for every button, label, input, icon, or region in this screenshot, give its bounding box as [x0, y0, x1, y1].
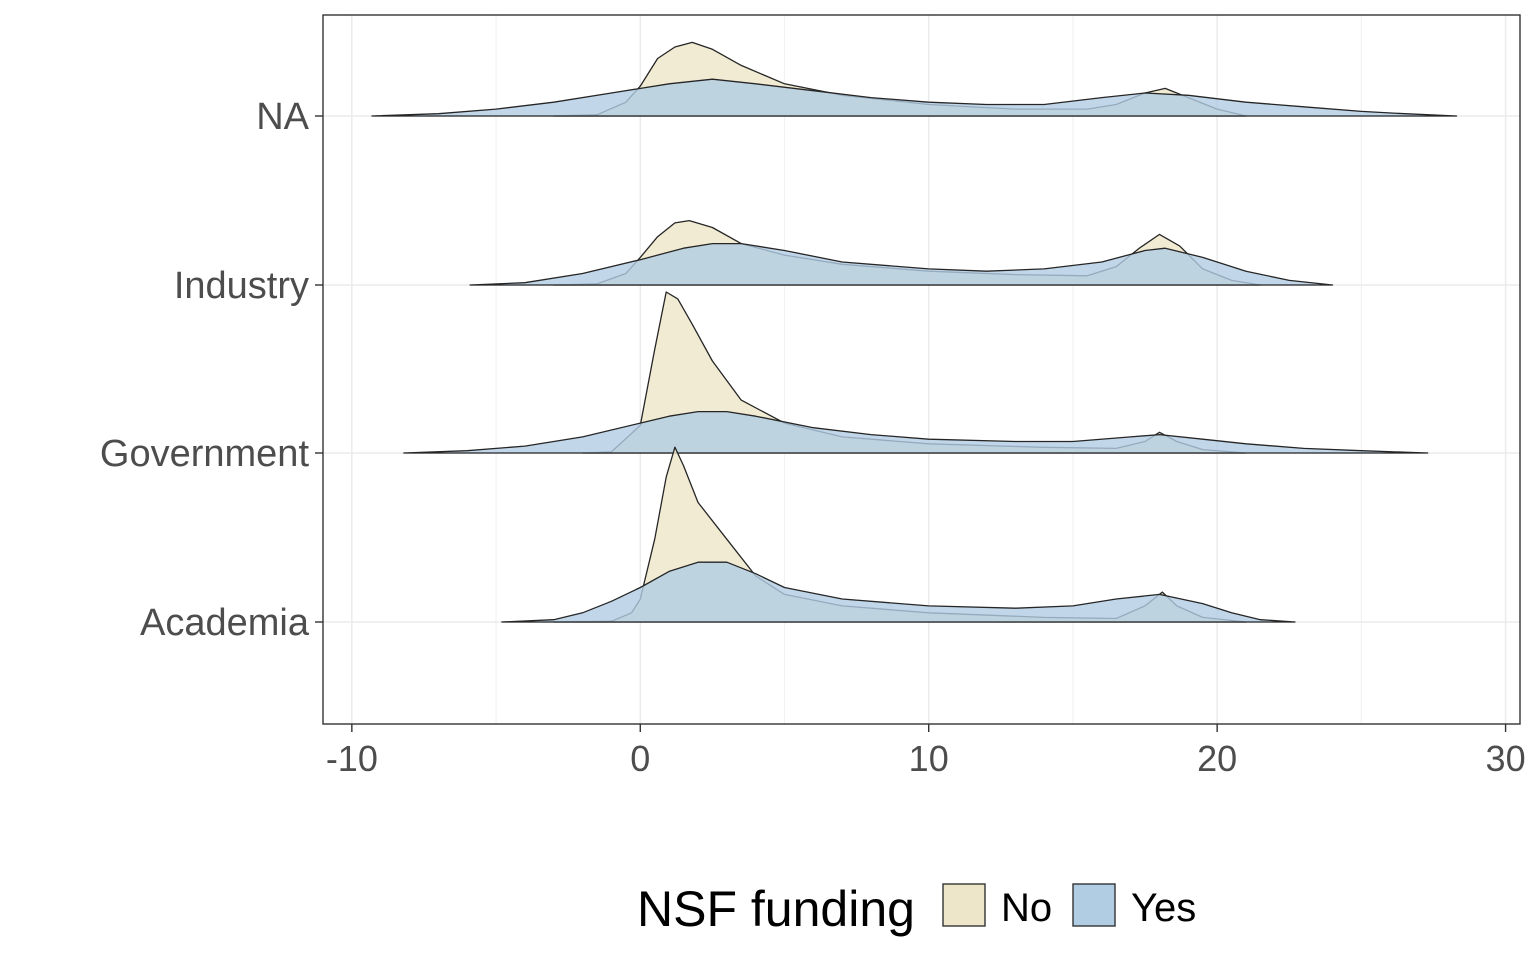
y-tick-label: NA: [256, 96, 309, 138]
legend-label-yes: Yes: [1131, 886, 1196, 930]
legend-label-no: No: [1001, 886, 1052, 930]
legend: NSF funding No Yes: [637, 881, 1196, 937]
x-tick-label: 0: [630, 738, 650, 779]
x-tick-label: 30: [1486, 738, 1526, 779]
legend-title: NSF funding: [637, 881, 915, 937]
x-axis: -10 0 10 20 30: [326, 724, 1526, 779]
x-tick-label: 10: [909, 738, 949, 779]
x-tick-label: 20: [1197, 738, 1237, 779]
y-axis: Academia Government Industry NA: [100, 96, 323, 644]
y-tick-label: Government: [100, 433, 310, 475]
x-tick-label: -10: [326, 738, 378, 779]
y-tick-label: Industry: [174, 265, 309, 307]
y-tick-label: Academia: [140, 602, 310, 644]
legend-swatch-no: [943, 884, 985, 926]
legend-swatch-yes: [1073, 884, 1115, 926]
